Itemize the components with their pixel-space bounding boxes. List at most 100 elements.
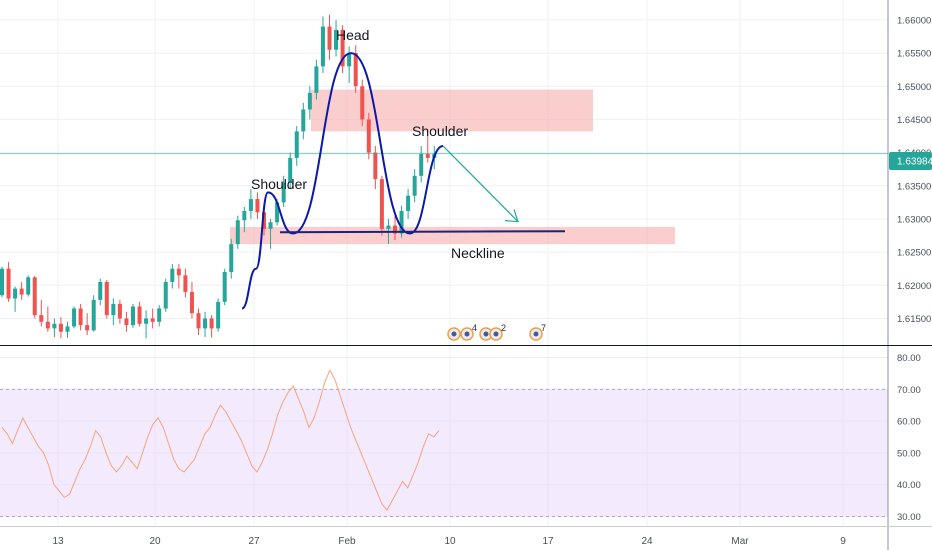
candle-body [255,199,260,213]
candle-body [294,131,299,158]
candle-body [144,318,149,324]
candle-body [52,323,57,329]
x-tick-label: 13 [52,536,64,547]
zones-layer [230,89,675,245]
event-badge-count: 7 [541,323,546,333]
rsi-tick-label: 70.00 [897,385,921,396]
candle-body [334,29,339,50]
candle-body [235,220,240,245]
candle-body [124,318,129,326]
candle-body [157,308,162,322]
neckline-zone [230,226,675,245]
price-tick-label: 1.65500 [897,49,931,60]
candle-body [65,326,70,332]
price-tick-label: 1.66000 [897,15,931,26]
candle-body [419,153,424,176]
candle-body [98,281,103,300]
x-tick-label: 10 [444,536,456,547]
x-tick-label: Mar [731,536,749,547]
left-shoulder-annotation: Shoulder [251,176,307,192]
candle-body [275,202,280,223]
event-badge-dot [464,331,470,337]
candle-body [209,318,214,329]
price-tick-label: 1.65000 [897,82,931,93]
candle-body [58,323,63,332]
candle-body [26,277,31,295]
candle-body [85,325,90,331]
candle-body [327,26,332,50]
candle-body [340,29,345,67]
candle-body [229,244,234,273]
rsi-tick-label: 80.00 [897,353,921,364]
candle-body [39,315,44,322]
price-tick-label: 1.63500 [897,181,931,192]
rsi-series-line [1,369,440,511]
event-badge-dot [451,331,457,337]
rsi-tick-label: 40.00 [897,480,921,491]
candle-body [248,199,253,211]
candle-body [203,318,208,329]
candle-body [163,281,168,309]
event-badge-count: 2 [501,323,506,333]
candle-body [176,268,181,276]
candle-body [183,275,188,292]
candle-body [360,86,365,120]
candle-body [425,153,430,158]
candle-body [314,66,319,93]
candle-body [19,288,24,295]
rsi-tick-label: 30.00 [897,512,921,523]
price-tick-label: 1.61500 [897,314,931,325]
rsi-band [0,389,888,517]
candle-body [189,291,194,314]
candle-body [78,308,83,326]
neckline-annotation: Neckline [451,245,505,261]
x-tick-label: 17 [542,536,554,547]
candle-body [288,157,293,183]
candle-body [320,26,325,67]
price-tick-label: 1.62500 [897,248,931,259]
candle-body [242,210,247,221]
candle-body [137,306,142,324]
event-badge-dot [533,331,539,337]
candle-body [91,299,96,331]
projection-arrow [442,145,519,223]
rsi-layer [0,369,888,517]
x-tick-label: 24 [641,536,653,547]
candle-body [150,318,155,322]
price-tick-label: 1.62000 [897,281,931,292]
projection-arrowhead [504,209,519,223]
x-tick-label: 27 [248,536,260,547]
candle-body [131,306,135,326]
current-price-label: 1.63984 [897,157,932,168]
candle-body [301,109,306,132]
candle-body [170,268,175,282]
candle-body [117,303,122,319]
event-badges[interactable]: 4 2 7 [447,323,546,341]
event-badge-dot [493,331,499,337]
rsi-tick-label: 60.00 [897,417,921,428]
candle-body [353,53,358,87]
candle-body [399,210,404,234]
candle-body [412,175,417,196]
candle-body [347,53,352,67]
candle-body [393,225,397,234]
price-tick-label: 1.63000 [897,214,931,225]
candle-body [262,212,266,229]
candle-body [32,277,37,316]
event-badge-dot [483,331,489,337]
candle-body [268,222,273,229]
overlay-layer [0,52,888,310]
candle-body [281,182,286,203]
candle-body [6,268,11,299]
rsi-tick-label: 50.00 [897,448,921,459]
candle-body [13,288,18,299]
candle-body [45,321,50,329]
resistance-zone [311,89,593,132]
candle-body [307,92,312,110]
price-tick-label: 1.64500 [897,115,931,126]
candle-body [386,225,391,229]
head-annotation: Head [336,27,369,43]
right-shoulder-annotation: Shoulder [412,123,468,139]
